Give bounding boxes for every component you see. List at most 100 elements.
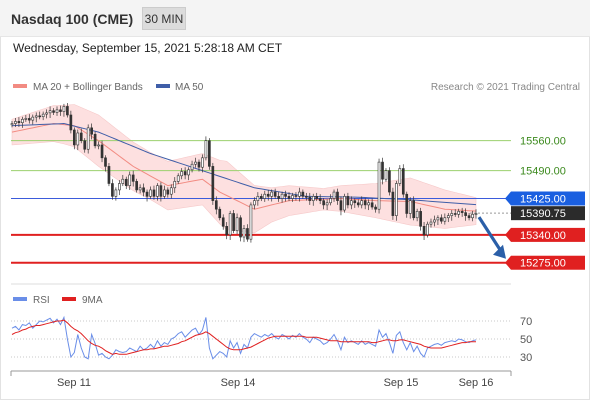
candle bbox=[298, 187, 301, 202]
copyright-label: Research © 2021 Trading Central bbox=[431, 82, 580, 93]
candle bbox=[111, 179, 114, 200]
candle-body bbox=[367, 202, 370, 206]
candle bbox=[48, 106, 52, 118]
candle-body bbox=[325, 202, 329, 206]
candle bbox=[45, 109, 48, 119]
interval-button[interactable]: 30 MIN bbox=[142, 7, 186, 30]
level-tag-pointer bbox=[505, 191, 511, 206]
candle-body bbox=[426, 223, 429, 236]
candle-body bbox=[235, 217, 239, 231]
candle bbox=[322, 198, 325, 210]
candle bbox=[353, 198, 357, 208]
candle bbox=[38, 111, 42, 120]
candle bbox=[128, 171, 132, 190]
candle-body bbox=[159, 185, 163, 197]
candle bbox=[187, 167, 190, 181]
candle-body bbox=[128, 174, 132, 186]
candle bbox=[388, 167, 391, 196]
instrument-title: Nasdaq 100 (CME) bbox=[11, 11, 134, 27]
candle-body bbox=[388, 170, 391, 193]
candle bbox=[263, 190, 267, 202]
candle bbox=[436, 215, 440, 226]
candle-body bbox=[21, 118, 24, 123]
candle-body bbox=[79, 132, 83, 141]
candle bbox=[225, 222, 229, 240]
candle bbox=[315, 192, 319, 202]
candle bbox=[381, 157, 384, 185]
candle-body bbox=[450, 213, 454, 216]
candle bbox=[59, 105, 62, 116]
candle bbox=[72, 127, 76, 150]
candle bbox=[194, 157, 197, 168]
candle-body bbox=[301, 191, 305, 197]
candle-body bbox=[114, 189, 118, 197]
candle bbox=[235, 213, 239, 235]
current-price-tag bbox=[511, 206, 585, 221]
ma20-legend-label: MA 20 + Bollinger Bands bbox=[33, 82, 143, 93]
candle bbox=[173, 177, 177, 193]
candle-body bbox=[31, 116, 35, 121]
candle-body bbox=[440, 217, 443, 222]
candle bbox=[467, 213, 471, 221]
candle-body bbox=[10, 123, 14, 126]
candle-body bbox=[218, 208, 222, 219]
candle-body bbox=[38, 115, 42, 118]
candle-body bbox=[169, 187, 173, 195]
candle-body bbox=[228, 213, 232, 236]
candle-body bbox=[62, 106, 66, 112]
candle bbox=[412, 196, 416, 221]
candle bbox=[450, 210, 454, 221]
candle-body bbox=[298, 191, 301, 197]
candle-body bbox=[374, 206, 377, 210]
candle-body bbox=[221, 217, 225, 227]
candle-body bbox=[194, 161, 197, 165]
candle bbox=[17, 117, 21, 127]
candle bbox=[318, 194, 322, 205]
candle-body bbox=[17, 121, 21, 123]
candle bbox=[474, 209, 478, 219]
candle bbox=[156, 183, 159, 201]
candle-body bbox=[471, 214, 474, 219]
candle bbox=[176, 173, 180, 184]
candle-body bbox=[273, 191, 277, 197]
ma50-legend-label: MA 50 bbox=[175, 82, 204, 93]
candle bbox=[183, 167, 187, 180]
rsi-legend-swatch bbox=[13, 297, 27, 301]
level-tag-pointer bbox=[505, 227, 511, 242]
x-tick-label-sep-14: Sep 14 bbox=[221, 377, 256, 389]
candle-body bbox=[180, 171, 184, 177]
candle-body bbox=[433, 219, 436, 223]
candle-body bbox=[232, 213, 235, 231]
candle bbox=[214, 196, 218, 215]
candle bbox=[259, 193, 263, 202]
candle-body bbox=[363, 200, 367, 206]
candle-body bbox=[395, 183, 398, 216]
candle-body bbox=[76, 132, 80, 146]
candle bbox=[190, 160, 194, 173]
candle-body bbox=[277, 196, 280, 199]
candle bbox=[232, 210, 235, 234]
candle-body bbox=[246, 228, 249, 240]
candle-body bbox=[256, 196, 260, 201]
candle-body bbox=[187, 169, 190, 176]
candle-body bbox=[156, 185, 159, 197]
candle bbox=[374, 204, 377, 213]
candle-body bbox=[464, 212, 467, 216]
candle-body bbox=[280, 193, 284, 199]
candle-body bbox=[263, 193, 267, 199]
candle bbox=[433, 215, 436, 227]
candle-body bbox=[422, 226, 426, 236]
candle-body bbox=[118, 183, 121, 191]
candle-body bbox=[111, 183, 114, 197]
candle-body bbox=[72, 129, 76, 146]
candle bbox=[284, 190, 287, 202]
candle-body bbox=[467, 215, 471, 219]
candle bbox=[346, 192, 350, 209]
candle bbox=[350, 196, 353, 210]
candle-body bbox=[34, 115, 38, 118]
candle bbox=[239, 215, 242, 242]
candle bbox=[107, 162, 111, 187]
candle-body bbox=[318, 198, 322, 201]
candle bbox=[273, 188, 277, 199]
candle-body bbox=[190, 163, 194, 171]
